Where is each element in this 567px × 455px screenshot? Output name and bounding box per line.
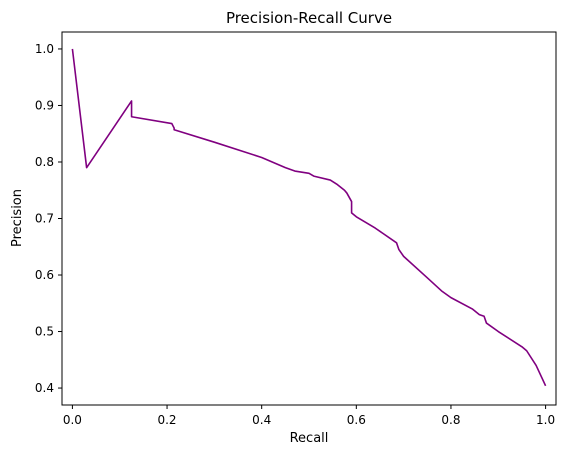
x-tick-label: 0.0 [63,413,82,427]
y-tick-label: 0.6 [35,268,54,282]
x-tick-label: 1.0 [536,413,555,427]
y-tick-label: 0.9 [35,98,54,112]
x-tick-label: 0.8 [441,413,460,427]
series-line [71,48,547,387]
series-layer [71,48,547,387]
y-tick-label: 0.4 [35,381,54,395]
y-axis: 0.4 0.5 0.6 0.7 0.8 0.9 1.0 [35,42,62,395]
y-tick-label: 0.7 [35,212,54,226]
chart-title: Precision-Recall Curve [226,9,392,27]
y-axis-label: Precision [10,189,25,247]
x-tick-label: 0.6 [347,413,366,427]
x-tick-label: 0.4 [252,413,271,427]
x-tick-label: 0.2 [157,413,176,427]
x-axis-label: Recall [290,431,329,446]
y-tick-label: 0.8 [35,155,54,169]
x-axis: 0.0 0.2 0.4 0.6 0.8 1.0 [63,405,555,427]
y-tick-label: 0.5 [35,325,54,339]
y-tick-label: 1.0 [35,42,54,56]
